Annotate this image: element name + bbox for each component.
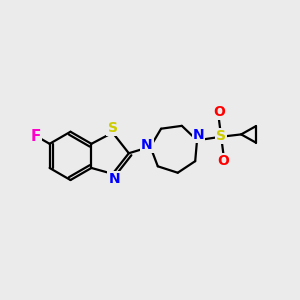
Text: O: O [218,154,230,169]
Text: N: N [141,138,153,152]
Text: N: N [193,128,204,142]
Text: O: O [213,105,225,119]
Text: S: S [216,129,226,143]
Text: N: N [108,172,120,186]
Text: S: S [108,121,118,135]
Text: F: F [30,129,41,144]
